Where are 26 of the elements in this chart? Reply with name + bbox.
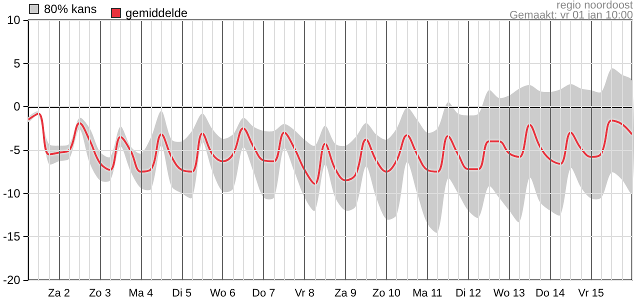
x-tick-label: Ma 11 xyxy=(412,288,442,300)
y-tick-label: -20 xyxy=(3,273,21,287)
x-tick-label: Vr 15 xyxy=(578,288,604,300)
x-tick-label: Za 9 xyxy=(334,288,357,300)
y-tick-label: 0 xyxy=(14,100,21,114)
y-tick-label: -15 xyxy=(3,230,21,244)
legend-label: gemiddelde xyxy=(126,6,188,20)
x-tick-label: Vr 8 xyxy=(294,288,314,300)
line-series xyxy=(27,112,633,185)
x-tick-label: Di 5 xyxy=(172,288,192,300)
x-tick-label: Do 7 xyxy=(252,288,276,300)
y-tick-label: 10 xyxy=(6,13,21,27)
annotation: Gemaakt: vr 01 jan 10:00 xyxy=(509,10,633,22)
text: 80% kans xyxy=(44,2,97,16)
x-tick-label: Di 12 xyxy=(455,288,482,300)
text: regio noordoost xyxy=(556,0,633,12)
x-tick-label: Ma 4 xyxy=(128,288,154,300)
y-tick-label: -5 xyxy=(10,143,21,157)
x-tick-label: Wo 6 xyxy=(210,288,236,300)
y-tick-label: -10 xyxy=(3,186,21,200)
x-tick-label: Za 2 xyxy=(48,288,70,300)
x-tick-label: Wo 13 xyxy=(493,288,526,300)
x-tick-label: Zo 10 xyxy=(372,288,401,300)
x-tick-label: Zo 3 xyxy=(88,288,111,300)
x-tick-label: Do 14 xyxy=(535,288,565,300)
y-tick-label: 5 xyxy=(14,56,21,70)
